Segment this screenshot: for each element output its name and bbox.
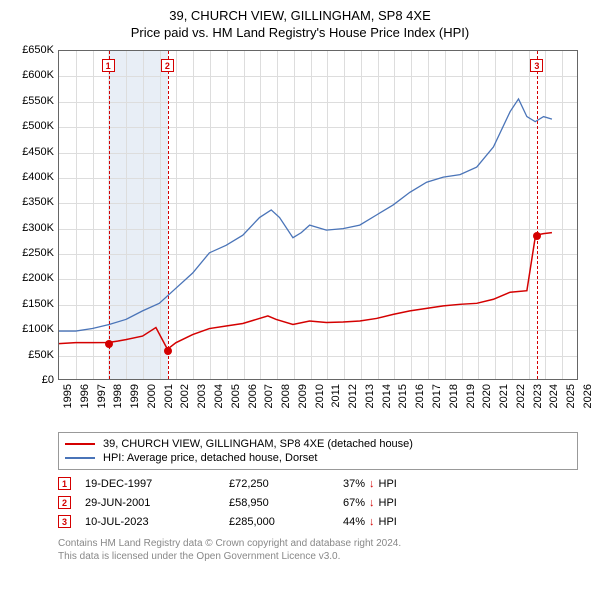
chart-wrapper: 1 2 3 £0 £50K £100K £150K £200K £250K £300K £350K… — [10, 46, 590, 426]
arrow-down-icon: ↓ — [369, 516, 375, 528]
y-axis-label: £150K — [10, 298, 54, 310]
x-axis-label: 2018 — [448, 384, 460, 424]
y-axis-label: £0 — [10, 374, 54, 386]
event-price: £72,250 — [229, 478, 329, 490]
x-axis-label: 2009 — [297, 384, 309, 424]
event-price: £285,000 — [229, 516, 329, 528]
footer-line2: This data is licensed under the Open Gov… — [58, 550, 578, 563]
event-row: 1 19-DEC-1997 £72,250 37% ↓ HPI — [58, 474, 578, 493]
event-date: 19-DEC-1997 — [85, 478, 215, 490]
arrow-down-icon: ↓ — [369, 478, 375, 490]
marker-line — [109, 51, 110, 379]
x-axis-label: 2001 — [163, 384, 175, 424]
x-axis-label: 2002 — [179, 384, 191, 424]
events-table: 1 19-DEC-1997 £72,250 37% ↓ HPI 2 29-JUN-2001 £5… — [58, 474, 578, 531]
legend-label: HPI: Average price, detached house, Dors… — [103, 452, 317, 464]
legend: 39, CHURCH VIEW, GILLINGHAM, SP8 4XE (de… — [58, 432, 578, 470]
legend-label: 39, CHURCH VIEW, GILLINGHAM, SP8 4XE (de… — [103, 438, 413, 450]
event-diff-label: HPI — [379, 478, 397, 490]
x-axis-label: 2019 — [465, 384, 477, 424]
event-row: 2 29-JUN-2001 £58,950 67% ↓ HPI — [58, 493, 578, 512]
y-axis-label: £400K — [10, 171, 54, 183]
event-date: 29-JUN-2001 — [85, 497, 215, 509]
legend-row: HPI: Average price, detached house, Dors… — [65, 451, 571, 465]
y-axis-label: £100K — [10, 323, 54, 335]
chart-titles: 39, CHURCH VIEW, GILLINGHAM, SP8 4XE Pri… — [10, 8, 590, 40]
x-axis-label: 2004 — [213, 384, 225, 424]
x-axis-label: 2020 — [481, 384, 493, 424]
y-axis-label: £450K — [10, 146, 54, 158]
x-axis-label: 2014 — [381, 384, 393, 424]
event-price: £58,950 — [229, 497, 329, 509]
y-axis-label: £50K — [10, 349, 54, 361]
marker-box: 1 — [102, 59, 115, 72]
x-axis-label: 2013 — [364, 384, 376, 424]
x-axis-label: 2003 — [196, 384, 208, 424]
x-axis-label: 1997 — [96, 384, 108, 424]
event-diff: 37% ↓ HPI — [343, 478, 397, 490]
x-axis-label: 2008 — [280, 384, 292, 424]
event-number-box: 3 — [58, 515, 71, 528]
x-axis-label: 2016 — [414, 384, 426, 424]
legend-swatch — [65, 443, 95, 445]
x-axis-label: 2010 — [314, 384, 326, 424]
x-axis-label: 2021 — [498, 384, 510, 424]
marker-box: 2 — [161, 59, 174, 72]
x-axis-label: 2000 — [146, 384, 158, 424]
title-line2: Price paid vs. HM Land Registry's House … — [10, 25, 590, 40]
event-diff-pct: 44% — [343, 516, 365, 528]
y-axis-label: £650K — [10, 44, 54, 56]
x-axis-label: 2017 — [431, 384, 443, 424]
series-hpi — [59, 99, 552, 331]
x-axis-label: 2026 — [582, 384, 594, 424]
y-axis-label: £550K — [10, 95, 54, 107]
event-number-box: 2 — [58, 496, 71, 509]
event-date: 10-JUL-2023 — [85, 516, 215, 528]
x-axis-label: 1999 — [129, 384, 141, 424]
y-axis-label: £300K — [10, 222, 54, 234]
x-axis-label: 2007 — [263, 384, 275, 424]
y-axis-label: £500K — [10, 120, 54, 132]
x-axis-label: 1995 — [62, 384, 74, 424]
footer-line1: Contains HM Land Registry data © Crown c… — [58, 537, 578, 550]
x-axis-label: 1996 — [79, 384, 91, 424]
event-diff: 67% ↓ HPI — [343, 497, 397, 509]
event-diff-pct: 37% — [343, 478, 365, 490]
x-axis-label: 2022 — [515, 384, 527, 424]
event-row: 3 10-JUL-2023 £285,000 44% ↓ HPI — [58, 512, 578, 531]
marker-line — [537, 51, 538, 379]
marker-box: 3 — [530, 59, 543, 72]
plot-area: 1 2 3 — [58, 50, 578, 380]
x-axis-label: 2012 — [347, 384, 359, 424]
x-axis-label: 2025 — [565, 384, 577, 424]
event-diff-label: HPI — [379, 516, 397, 528]
x-axis-label: 2023 — [532, 384, 544, 424]
event-diff: 44% ↓ HPI — [343, 516, 397, 528]
legend-swatch — [65, 457, 95, 459]
x-axis-label: 2006 — [247, 384, 259, 424]
y-axis-label: £250K — [10, 247, 54, 259]
x-axis-label: 2015 — [397, 384, 409, 424]
x-axis-label: 1998 — [112, 384, 124, 424]
legend-row: 39, CHURCH VIEW, GILLINGHAM, SP8 4XE (de… — [65, 437, 571, 451]
event-diff-label: HPI — [379, 497, 397, 509]
x-axis-label: 2005 — [230, 384, 242, 424]
marker-line — [168, 51, 169, 379]
title-line1: 39, CHURCH VIEW, GILLINGHAM, SP8 4XE — [10, 8, 590, 23]
x-axis-label: 2011 — [330, 384, 342, 424]
x-axis-label: 2024 — [548, 384, 560, 424]
arrow-down-icon: ↓ — [369, 497, 375, 509]
event-number-box: 1 — [58, 477, 71, 490]
event-diff-pct: 67% — [343, 497, 365, 509]
series-price_paid — [59, 233, 552, 350]
y-axis-label: £350K — [10, 196, 54, 208]
footer: Contains HM Land Registry data © Crown c… — [58, 537, 578, 563]
y-axis-label: £200K — [10, 272, 54, 284]
series-svg — [59, 51, 577, 379]
y-axis-label: £600K — [10, 69, 54, 81]
